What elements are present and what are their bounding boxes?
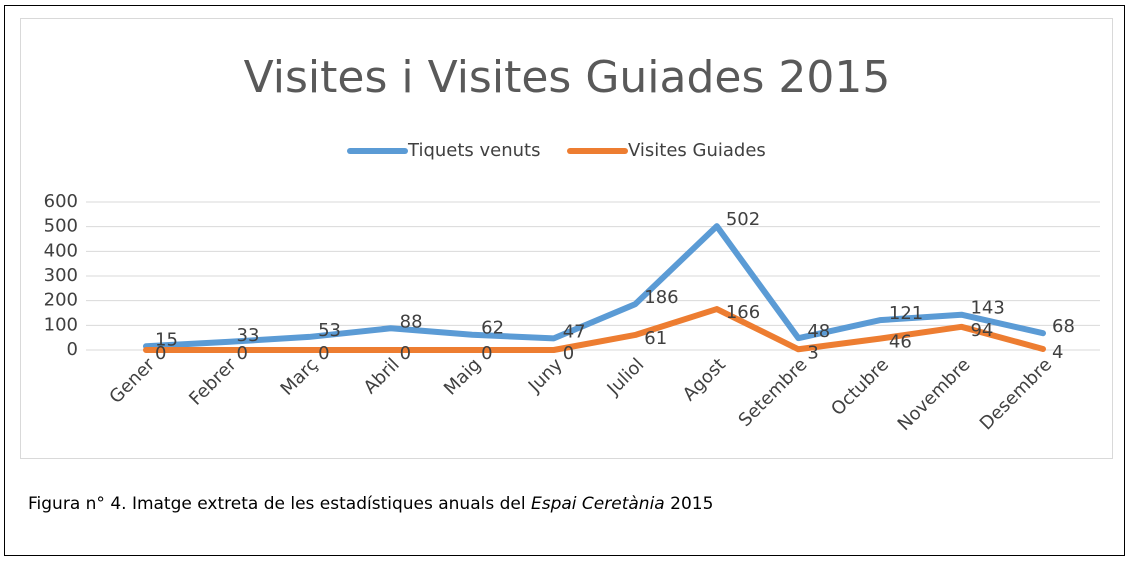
caption-text: 2015 xyxy=(665,494,714,514)
y-tick-label: 200 xyxy=(44,290,78,311)
data-label: 15 xyxy=(155,329,178,350)
data-label: 0 xyxy=(563,343,574,364)
data-label: 47 xyxy=(563,321,586,342)
caption-text: Espai Ceretània xyxy=(531,494,665,514)
y-tick-label: 600 xyxy=(44,191,78,212)
data-label: 0 xyxy=(155,343,166,364)
y-tick-label: 0 xyxy=(67,339,78,360)
data-label: 143 xyxy=(970,298,1004,319)
data-label: 502 xyxy=(726,209,760,230)
chart-area xyxy=(20,18,1113,459)
data-label: 4 xyxy=(1052,342,1063,363)
data-label: 121 xyxy=(889,303,923,324)
data-label: 48 xyxy=(807,321,830,342)
legend-label: Visites Guiades xyxy=(628,140,766,161)
data-label: 3 xyxy=(807,342,818,363)
data-label: 53 xyxy=(318,320,341,341)
y-tick-label: 100 xyxy=(44,314,78,335)
series-line xyxy=(143,306,1046,353)
data-label: 94 xyxy=(970,320,993,341)
data-label: 166 xyxy=(726,302,760,323)
caption-text: Figura n° 4. Imatge extreta de les estad… xyxy=(28,494,531,514)
caption: Figura n° 4. Imatge extreta de les estad… xyxy=(28,494,713,514)
y-tick-label: 400 xyxy=(44,240,78,261)
data-label: 0 xyxy=(400,343,411,364)
data-label: 68 xyxy=(1052,316,1075,337)
data-label: 186 xyxy=(644,287,678,308)
data-label: 33 xyxy=(237,325,260,346)
data-label: 0 xyxy=(481,343,492,364)
data-label: 0 xyxy=(237,343,248,364)
data-label: 62 xyxy=(481,318,504,339)
series-line xyxy=(143,223,1046,350)
chart-title: Visites i Visites Guiades 2015 xyxy=(244,52,891,103)
legend-label: Tiquets venuts xyxy=(407,140,541,161)
data-label: 88 xyxy=(400,311,423,332)
data-label: 46 xyxy=(889,332,912,353)
data-label: 61 xyxy=(644,328,667,349)
data-label: 0 xyxy=(318,343,329,364)
y-tick-label: 500 xyxy=(44,216,78,237)
y-tick-label: 300 xyxy=(44,265,78,286)
